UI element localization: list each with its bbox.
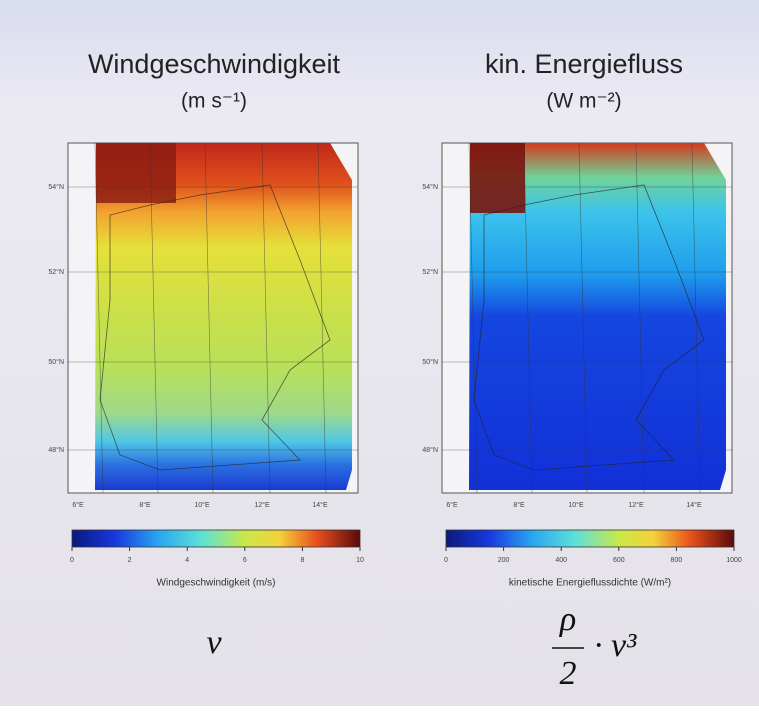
colorbar	[445, 529, 735, 548]
panel: Windgeschwindigkeit(m s⁻¹)54°N52°N50°N48…	[48, 49, 364, 661]
border	[99, 184, 331, 471]
lon-label: 10°E	[194, 501, 210, 509]
lon-label: 12°E	[254, 501, 270, 509]
lon-label: 6°E	[446, 501, 458, 509]
map-gridline	[204, 142, 214, 494]
panel-title: Windgeschwindigkeit	[88, 49, 341, 79]
panels: Windgeschwindigkeit(m s⁻¹)54°N52°N50°N48…	[48, 49, 742, 692]
panel-title: kin. Energiefluss	[485, 49, 683, 79]
border	[473, 184, 705, 471]
lon-label: 14°E	[686, 501, 702, 509]
formula-denominator: 2	[560, 655, 577, 692]
colorbar-tick-label: 800	[671, 557, 683, 564]
map-gridline	[468, 142, 478, 494]
colorbar-tick-label: 10	[356, 557, 364, 564]
lon-label: 10°E	[568, 501, 584, 509]
colorbar-tick-label: 8	[300, 557, 304, 564]
lon-label: 8°E	[139, 501, 151, 509]
colorbar-label: kinetische Energieflussdichte (W/m²)	[509, 578, 671, 589]
formula-tail: · v³	[594, 627, 637, 664]
lat-label: 54°N	[48, 183, 64, 191]
colorbar-tick-label: 0	[444, 557, 448, 564]
colorbar-label: Windgeschwindigkeit (m/s)	[157, 578, 276, 589]
panel-unit: (W m⁻²)	[546, 90, 621, 113]
map-gridline	[635, 142, 645, 494]
map-hotspot	[96, 143, 176, 203]
colorbar-tick-label: 200	[498, 557, 510, 564]
lat-label: 54°N	[422, 183, 438, 191]
lat-label: 52°N	[48, 268, 64, 276]
formula: v	[206, 624, 222, 661]
colorbar-tick-label: 4	[185, 557, 189, 564]
map-gridline	[94, 142, 104, 494]
colorbar-tick-label: 1000	[726, 557, 742, 564]
map-gridline	[523, 142, 533, 494]
lon-label: 12°E	[628, 501, 644, 509]
colorbar-tick-label: 600	[613, 557, 625, 564]
map-gridline	[578, 142, 588, 494]
lat-label: 52°N	[422, 268, 438, 276]
lon-label: 6°E	[72, 501, 84, 509]
panel: kin. Energiefluss (W m⁻²) 54°N 52°N 50°N 48°N…	[422, 49, 742, 692]
map-hotspot	[470, 143, 525, 213]
map-gridline	[261, 142, 271, 494]
lat-label: 50°N	[422, 358, 438, 366]
colorbar-tick-label: 0	[70, 557, 74, 564]
colorbar	[71, 529, 361, 548]
lat-label: 48°N	[48, 446, 64, 454]
lon-label: 8°E	[513, 501, 525, 509]
formula-numerator: ρ	[559, 601, 576, 638]
lat-label: 48°N	[422, 446, 438, 454]
lon-label: 14°E	[312, 501, 328, 509]
map-gridline	[149, 142, 159, 494]
colorbar-tick-label: 6	[243, 557, 247, 564]
panel-unit: (m s⁻¹)	[181, 90, 247, 113]
colorbar-tick-label: 400	[555, 557, 567, 564]
colorbar-tick-label: 2	[128, 557, 132, 564]
lat-label: 50°N	[48, 358, 64, 366]
